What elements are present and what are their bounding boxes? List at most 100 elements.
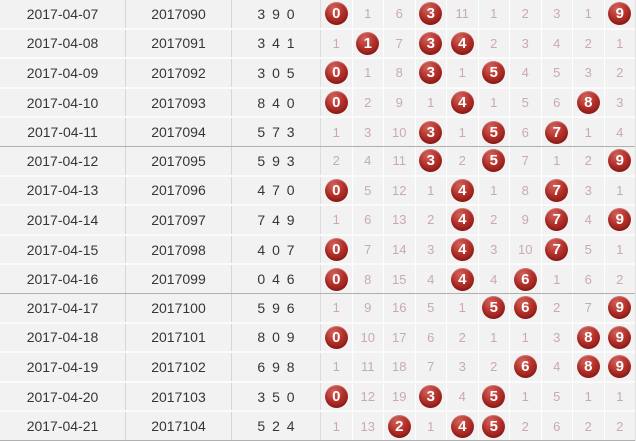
trend-cell-digit-7: 5	[542, 59, 573, 87]
issue-cell: 2017094	[126, 118, 232, 146]
trend-cell-digit-4: 4	[447, 29, 479, 58]
miss-count: 3	[616, 95, 624, 111]
miss-count: 3	[458, 359, 466, 375]
drawn-numbers-cell: 0 4 6	[232, 265, 321, 293]
trend-cell-digit-8: 8	[573, 323, 605, 352]
issue-cell: 2017104	[126, 412, 232, 440]
miss-count: 18	[392, 359, 407, 375]
trend-cell-digit-8: 3	[573, 176, 605, 205]
trend-cell-digit-6: 3	[510, 29, 542, 58]
trend-cell-digit-0: 1	[321, 353, 353, 381]
ball-3: 3	[419, 2, 443, 26]
miss-count: 1	[332, 212, 340, 228]
trend-cell-digit-3: 3	[416, 235, 447, 264]
trend-cell-digit-8: 7	[573, 293, 605, 322]
issue-cell: 2017091	[126, 29, 232, 58]
date-cell: 2017-04-11	[0, 118, 126, 146]
miss-count: 7	[584, 300, 592, 316]
trend-cell-digit-9: 9	[605, 294, 636, 322]
trend-cell-digit-4: 4	[447, 235, 479, 264]
miss-count: 2	[490, 35, 498, 51]
issue-cell: 2017098	[126, 235, 232, 264]
trend-cell-digit-5: 1	[479, 176, 510, 205]
drawn-numbers-cell: 3 5 0	[232, 382, 321, 411]
ball-5: 5	[482, 296, 506, 320]
miss-count: 1	[458, 300, 466, 316]
trend-cell-digit-4: 4	[447, 382, 479, 411]
issue-cell: 2017092	[126, 59, 232, 87]
table-row: 2017-04-16 2017099 0 4 6 0 8 15 4 4 4 6 1 6 2	[0, 265, 635, 294]
miss-count: 1	[584, 389, 592, 405]
miss-count: 12	[392, 182, 407, 198]
trend-cell-digit-5: 2	[479, 353, 510, 381]
trend-cell-digit-6: 1	[510, 382, 542, 411]
trend-cell-digit-7: 7	[542, 235, 573, 264]
trend-cell-digit-8: 6	[573, 265, 605, 293]
miss-count: 2	[584, 35, 592, 51]
miss-count: 4	[553, 35, 561, 51]
drawn-numbers-cell: 3 9 0	[232, 0, 321, 28]
ball-3: 3	[419, 31, 443, 55]
miss-count: 2	[521, 418, 529, 434]
date-cell: 2017-04-14	[0, 206, 126, 234]
drawn-numbers-cell: 7 4 9	[232, 206, 321, 234]
miss-count: 2	[584, 153, 592, 169]
ball-3: 3	[419, 61, 443, 85]
ball-0: 0	[324, 238, 348, 262]
trend-cell-digit-1: 8	[353, 265, 384, 293]
miss-count: 9	[395, 95, 403, 111]
trend-cell-digit-1: 5	[353, 176, 384, 205]
trend-cell-digit-1: 11	[353, 353, 384, 381]
trend-cell-digit-8: 5	[573, 235, 605, 264]
trend-cell-digit-4: 1	[447, 118, 479, 146]
date-cell: 2017-04-20	[0, 382, 126, 411]
miss-count: 8	[395, 65, 403, 81]
trend-cell-digit-1: 2	[353, 88, 384, 117]
trend-cell-digit-5: 5	[479, 412, 510, 440]
miss-count: 10	[360, 329, 375, 345]
trend-cell-digit-9: 1	[605, 236, 636, 264]
date-cell: 2017-04-21	[0, 412, 126, 440]
miss-count: 8	[364, 271, 372, 287]
table-row: 2017-04-14 2017097 7 4 9 1 6 13 2 4 2 9 7 4 9	[0, 206, 635, 236]
miss-count: 2	[458, 329, 466, 345]
trend-cell-digit-1: 1	[353, 59, 384, 87]
issue-cell: 2017090	[126, 0, 232, 28]
table-row: 2017-04-12 2017095 5 9 3 2 4 11 3 2 5 7 1 2 9	[0, 146, 635, 177]
trend-cell-digit-8: 1	[573, 118, 605, 146]
ball-9: 9	[608, 208, 632, 232]
trend-cell-digit-9: 9	[605, 324, 636, 352]
trend-cell-digit-1: 12	[353, 382, 384, 411]
trend-cell-digit-2: 9	[384, 88, 416, 117]
trend-cell-digit-3: 1	[416, 412, 447, 440]
trend-cell-digit-7: 2	[542, 293, 573, 322]
ball-4: 4	[450, 238, 474, 262]
ball-4: 4	[450, 178, 474, 202]
table-row: 2017-04-07 2017090 3 9 0 0 1 6 3 11 1 2 3 1 9	[0, 0, 635, 30]
trend-cell-digit-4: 4	[447, 176, 479, 205]
ball-4: 4	[450, 414, 474, 438]
trend-cell-digit-8: 4	[573, 206, 605, 234]
date-cell: 2017-04-16	[0, 265, 126, 293]
miss-count: 3	[364, 124, 372, 140]
miss-count: 5	[427, 300, 435, 316]
miss-count: 5	[364, 182, 372, 198]
trend-cell-digit-1: 7	[353, 235, 384, 264]
miss-count: 6	[553, 418, 561, 434]
miss-count: 2	[332, 153, 340, 169]
miss-count: 1	[584, 124, 592, 140]
ball-3: 3	[419, 149, 443, 173]
ball-5: 5	[482, 149, 506, 173]
trend-cell-digit-0: 1	[321, 293, 353, 322]
trend-cell-digit-9: 2	[605, 412, 636, 440]
miss-count: 2	[616, 271, 624, 287]
trend-cell-digit-8: 2	[573, 412, 605, 440]
trend-cell-digit-2: 13	[384, 206, 416, 234]
trend-cell-digit-7: 4	[542, 29, 573, 58]
issue-cell: 2017103	[126, 382, 232, 411]
ball-2: 2	[387, 414, 411, 438]
ball-5: 5	[482, 414, 506, 438]
miss-count: 4	[584, 212, 592, 228]
miss-count: 1	[364, 65, 372, 81]
